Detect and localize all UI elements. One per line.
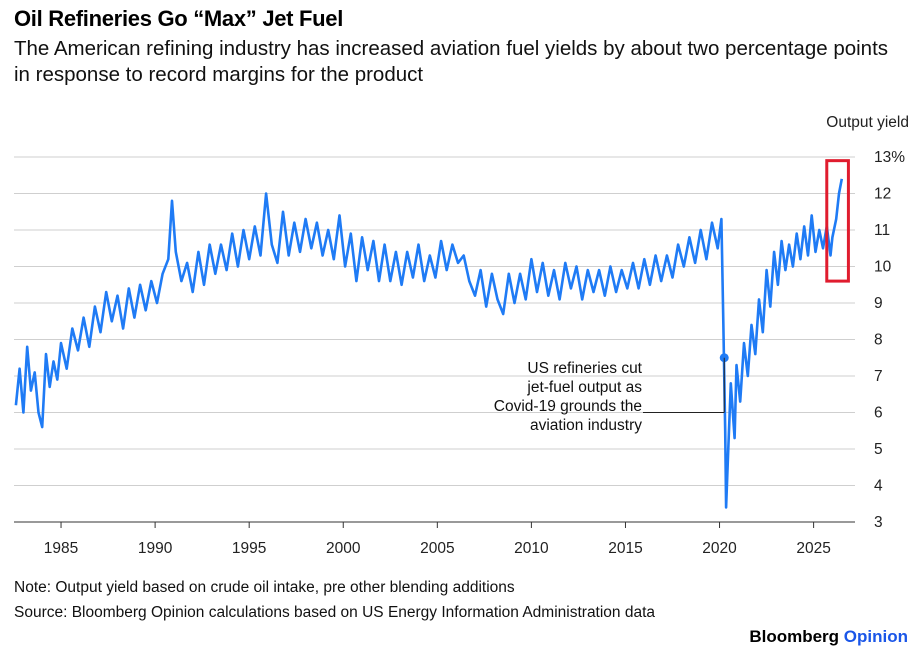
axes: 13% 12 11 10 9 8 7 6 5 4 3 Output yield 1985 1990 1995… [14, 114, 909, 557]
y-tick-label: 9 [874, 295, 883, 312]
brand-logo: Bloomberg Opinion [749, 627, 908, 647]
y-tick-label: 11 [874, 222, 890, 239]
y-axis-title: Output yield [826, 114, 909, 131]
chart-source: Source: Bloomberg Opinion calculations b… [14, 604, 656, 621]
y-tick-label: 8 [874, 332, 883, 349]
y-tick-label: 5 [874, 441, 883, 458]
y-tick-label: 6 [874, 405, 883, 422]
series-line [14, 178, 844, 509]
x-tick-label: 2000 [326, 540, 361, 557]
x-tick-label: 2015 [608, 540, 642, 557]
x-tick-label: 1990 [138, 540, 173, 557]
y-tick-label: 12 [874, 186, 891, 203]
y-tick-label: 4 [874, 478, 883, 495]
x-tick-label: 2010 [514, 540, 549, 557]
annotation-text-line: US refineries cut [527, 360, 642, 377]
y-tick-label: 13% [874, 149, 905, 166]
chart-title: Oil Refineries Go “Max” Jet Fuel [14, 6, 344, 31]
chart-note: Note: Output yield based on crude oil in… [14, 579, 515, 596]
y-tick-label: 3 [874, 514, 883, 531]
y-tick-label: 7 [874, 368, 883, 385]
x-tick-label: 2005 [420, 540, 454, 557]
chart-subtitle: The American refining industry has incre… [14, 37, 889, 86]
x-tick-label: 1985 [44, 540, 78, 557]
x-tick-label: 1995 [232, 540, 266, 557]
x-tick-label: 2020 [702, 540, 737, 557]
x-tick-label: 2025 [796, 540, 830, 557]
annotation-text-line: aviation industry [530, 417, 642, 434]
annotation-text-line: jet-fuel output as [526, 379, 642, 396]
y-tick-label: 10 [874, 259, 892, 276]
highlight-box [825, 159, 850, 283]
series-layer [14, 178, 844, 509]
brand-name: Bloomberg [749, 627, 840, 646]
annotation-text-line: Covid-19 grounds the [494, 398, 642, 415]
annotation-layer: US refineries cut jet-fuel output as Covid… [494, 159, 850, 434]
brand-product: Opinion [843, 627, 908, 646]
